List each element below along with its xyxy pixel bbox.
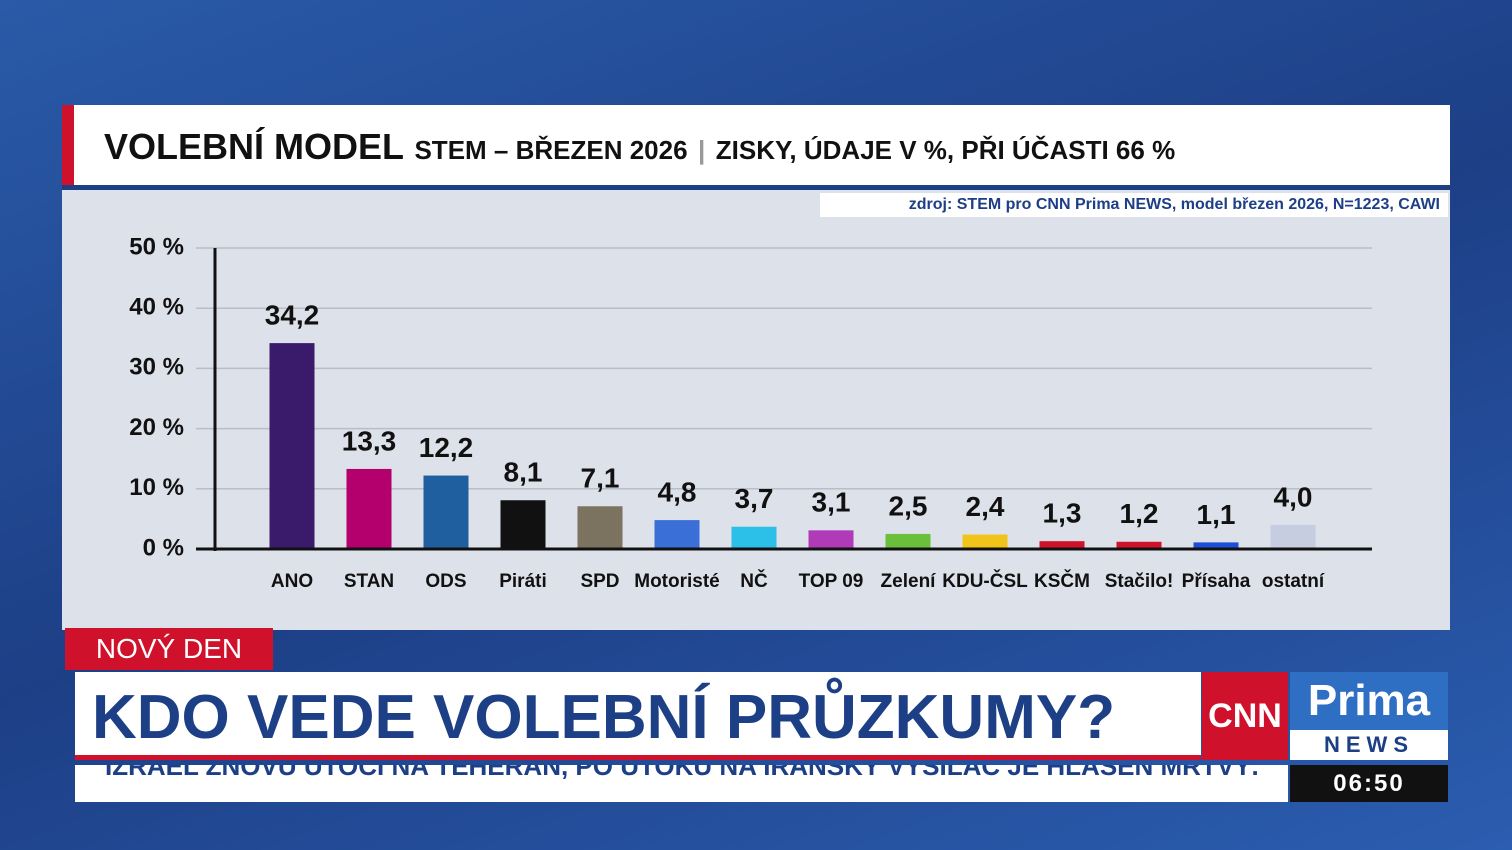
bar	[346, 468, 392, 549]
value-label: 1,1	[1197, 499, 1236, 530]
clock: 06:50	[1290, 765, 1448, 802]
cnn-logo: CNN	[1202, 672, 1288, 760]
value-label: 2,4	[966, 491, 1005, 522]
value-label: 12,2	[419, 432, 474, 463]
value-label: 8,1	[504, 457, 543, 488]
x-tick-label: TOP 09	[799, 571, 864, 592]
divider	[62, 185, 1450, 190]
bar	[1116, 541, 1162, 549]
chart: 0 % 10 % 20 % 30 % 40 % 50 % 34,2 ANO 13,3 STAN 12…	[129, 233, 1372, 592]
value-label: 4,8	[658, 476, 697, 507]
value-label: 1,3	[1043, 498, 1082, 529]
separator: |	[698, 135, 706, 165]
header: VOLEBNÍ MODEL STEM – BŘEZEN 2026 | ZISKY…	[104, 126, 1175, 168]
value-label: 3,7	[735, 483, 774, 514]
chart-header	[62, 105, 1450, 185]
chart-subtitle: STEM – BŘEZEN 2026	[414, 135, 688, 165]
source: zdroj: STEM pro CNN Prima NEWS, model bř…	[820, 193, 1448, 217]
bar	[885, 533, 931, 549]
bar	[731, 526, 777, 549]
y-tick-label: 40 %	[129, 294, 184, 321]
x-tick-label: Motoristé	[634, 571, 720, 592]
value-label: 4,0	[1274, 481, 1313, 512]
bar	[1039, 541, 1085, 549]
y-tick-label: 50 %	[129, 233, 184, 260]
bar	[269, 343, 315, 549]
x-tick-label: ODS	[425, 571, 466, 592]
y-tick-label: 20 %	[129, 414, 184, 441]
accent	[62, 105, 74, 185]
value-label: 3,1	[812, 487, 851, 518]
ticker: IZRAEL ZNOVU ÚTOČÍ NA TEHERÁN, PO ÚTOKU …	[105, 765, 1259, 781]
y-tick-label: 0 %	[143, 534, 184, 561]
bar	[808, 530, 854, 549]
y-tick-label: 10 %	[129, 474, 184, 501]
y-tick-label: 30 %	[129, 354, 184, 381]
x-tick-label: STAN	[344, 571, 394, 592]
x-tick-label: Piráti	[499, 571, 547, 592]
bar	[654, 520, 700, 549]
x-tick-label: ANO	[271, 571, 313, 592]
x-tick-label: SPD	[580, 571, 619, 592]
bar	[423, 475, 469, 549]
chart-note: ZISKY, ÚDAJE V %, PŘI ÚČASTI 66 %	[715, 135, 1176, 165]
bar	[577, 506, 623, 549]
bar	[1270, 524, 1316, 549]
x-tick-label: ostatní	[1262, 571, 1325, 592]
x-tick-label: Přísaha	[1182, 571, 1251, 592]
x-tick-label: KSČM	[1034, 570, 1090, 592]
chart-title: VOLEBNÍ MODEL	[104, 126, 405, 167]
value-label: 34,2	[265, 300, 320, 331]
value-label: 2,5	[889, 490, 928, 521]
program-label: NOVÝ DEN	[65, 628, 273, 670]
news-logo: NEWS	[1290, 730, 1448, 760]
bar	[500, 500, 546, 549]
x-tick-label: Stačilo!	[1105, 571, 1174, 592]
prima-logo: Prima	[1290, 672, 1448, 730]
value-label: 7,1	[581, 463, 620, 494]
headline: KDO VEDE VOLEBNÍ PRŮZKUMY?	[92, 683, 1116, 752]
ticker-bar: IZRAEL ZNOVU ÚTOČÍ NA TEHERÁN, PO ÚTOKU …	[75, 765, 1288, 802]
x-tick-label: KDU-ČSL	[942, 570, 1028, 592]
value-label: 1,2	[1120, 498, 1159, 529]
bar	[1193, 542, 1239, 549]
value-label: 13,3	[342, 425, 397, 456]
headline-bar	[75, 672, 1201, 760]
x-tick-label: NČ	[740, 570, 768, 592]
x-tick-label: Zelení	[881, 571, 937, 592]
bar	[962, 534, 1008, 549]
